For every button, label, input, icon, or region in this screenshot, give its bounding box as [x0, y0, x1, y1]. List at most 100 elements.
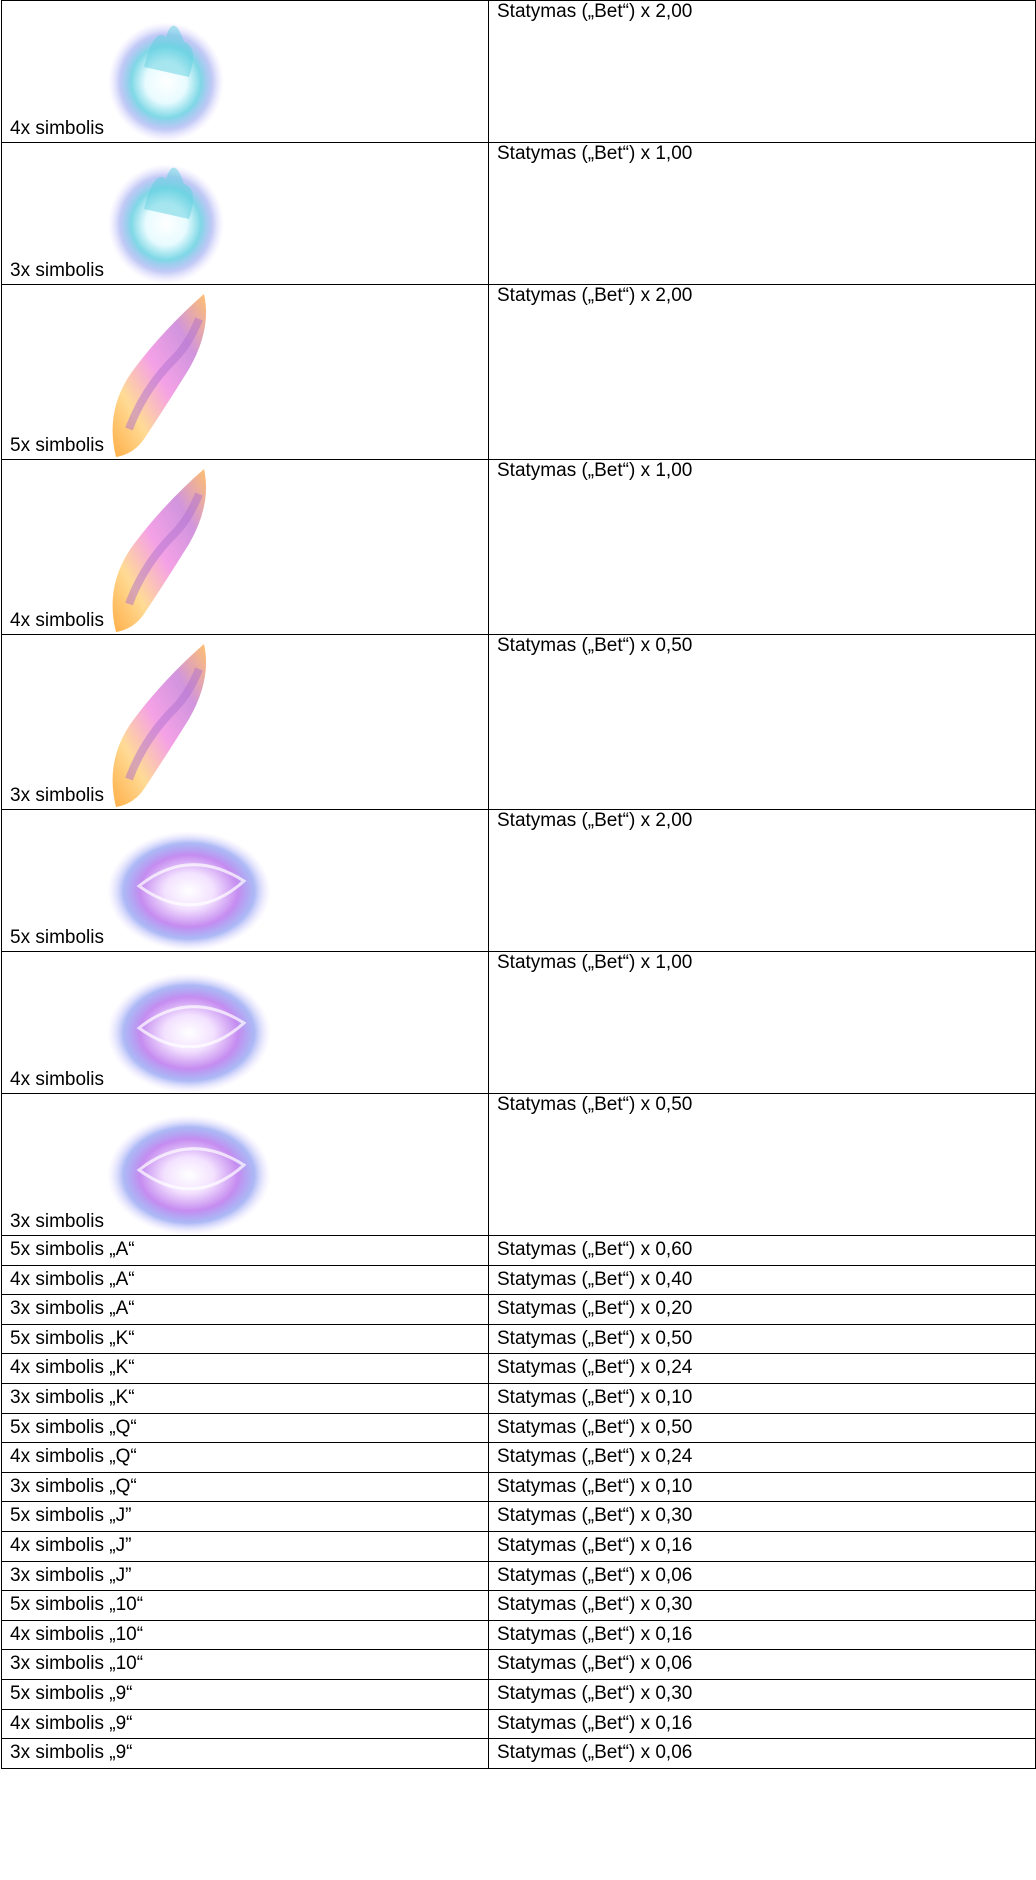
- symbol-icon: [112, 294, 207, 457]
- value-text: Statymas („Bet“) x 0,06: [497, 1742, 693, 1764]
- label-cell: 5x simbolis: [1, 809, 489, 952]
- value-cell: Statymas („Bet“) x 0,24: [488, 1442, 1036, 1473]
- label-text: 4x simbolis „J”: [10, 1534, 132, 1556]
- value-cell: Statymas („Bet“) x 0,10: [488, 1471, 1036, 1503]
- table-row: 5x simbolis „10“ Statymas („Bet“) x 0,30: [1, 1590, 1036, 1621]
- table-row: 4x simbolis Statymas („Bet“) x 1,00: [1, 951, 1036, 1094]
- label-text: 3x simbolis: [10, 260, 104, 281]
- table-row: 5x simbolis Statymas („Bet“) x 2,00: [1, 284, 1036, 460]
- symbol-icon: [106, 1115, 271, 1235]
- label-text: 5x simbolis „J”: [10, 1505, 132, 1527]
- label-cell: 4x simbolis: [1, 459, 489, 635]
- label-cell: 5x simbolis „Q“: [1, 1412, 489, 1444]
- value-cell: Statymas („Bet“) x 0,30: [488, 1501, 1036, 1532]
- label-cell: 4x simbolis „Q“: [1, 1442, 489, 1473]
- table-row: 4x simbolis „K“ Statymas („Bet“) x 0,24: [1, 1353, 1036, 1384]
- label-cell: 3x simbolis „J”: [1, 1560, 489, 1592]
- label-text: 4x simbolis „Q“: [10, 1446, 137, 1468]
- value-text: Statymas („Bet“) x 0,24: [497, 1446, 693, 1468]
- label-text: 4x simbolis „K“: [10, 1357, 135, 1379]
- symbol-icon: [106, 973, 271, 1093]
- value-text: Statymas („Bet“) x 1,00: [497, 952, 693, 973]
- label-text: 3x simbolis „K“: [10, 1386, 135, 1408]
- label-cell: 5x simbolis „K“: [1, 1323, 489, 1355]
- value-cell: Statymas („Bet“) x 0,06: [488, 1738, 1036, 1769]
- value-text: Statymas („Bet“) x 0,16: [497, 1712, 693, 1734]
- value-text: Statymas („Bet“) x 1,00: [497, 460, 693, 481]
- symbol-icon: [112, 469, 207, 632]
- symbol-icon: [107, 164, 224, 284]
- table-row: 3x simbolis „J” Statymas („Bet“) x 0,06: [1, 1560, 1036, 1592]
- value-text: Statymas („Bet“) x 0,10: [497, 1475, 693, 1497]
- label-cell: 5x simbolis: [1, 284, 489, 460]
- value-text: Statymas („Bet“) x 0,40: [497, 1268, 693, 1290]
- value-text: Statymas („Bet“) x 0,16: [497, 1623, 693, 1645]
- value-cell: Statymas („Bet“) x 0,16: [488, 1530, 1036, 1562]
- value-cell: Statymas („Bet“) x 2,00: [488, 809, 1036, 952]
- value-text: Statymas („Bet“) x 0,50: [497, 635, 693, 656]
- label-text: 3x simbolis „A“: [10, 1298, 135, 1320]
- label-text: 3x simbolis: [10, 1211, 104, 1232]
- table-row: 3x simbolis „9“ Statymas („Bet“) x 0,06: [1, 1738, 1036, 1769]
- value-cell: Statymas („Bet“) x 0,16: [488, 1708, 1036, 1740]
- table-row: 5x simbolis „9“ Statymas („Bet“) x 0,30: [1, 1678, 1036, 1710]
- value-cell: Statymas („Bet“) x 0,50: [488, 1093, 1036, 1236]
- label-text: 5x simbolis „K“: [10, 1327, 135, 1349]
- label-cell: 5x simbolis „9“: [1, 1678, 489, 1710]
- value-text: Statymas („Bet“) x 0,50: [497, 1327, 693, 1349]
- value-cell: Statymas („Bet“) x 0,06: [488, 1560, 1036, 1592]
- label-text: 5x simbolis „9“: [10, 1682, 133, 1704]
- value-cell: Statymas („Bet“) x 0,50: [488, 1412, 1036, 1444]
- value-cell: Statymas („Bet“) x 0,50: [488, 634, 1036, 810]
- label-text: 3x simbolis: [10, 785, 104, 806]
- table-row: 3x simbolis „A“ Statymas („Bet“) x 0,20: [1, 1294, 1036, 1325]
- symbol-icon: [107, 22, 224, 142]
- table-row: 3x simbolis „K“ Statymas („Bet“) x 0,10: [1, 1382, 1036, 1414]
- value-text: Statymas („Bet“) x 0,50: [497, 1094, 693, 1115]
- value-text: Statymas („Bet“) x 0,16: [497, 1534, 693, 1556]
- label-cell: 3x simbolis „9“: [1, 1738, 489, 1769]
- value-text: Statymas („Bet“) x 0,06: [497, 1564, 693, 1586]
- table-row: 4x simbolis Statymas („Bet“) x 2,00: [1, 0, 1036, 143]
- value-cell: Statymas („Bet“) x 0,06: [488, 1649, 1036, 1680]
- table-row: 5x simbolis „Q“ Statymas („Bet“) x 0,50: [1, 1412, 1036, 1444]
- label-cell: 4x simbolis „J”: [1, 1530, 489, 1562]
- label-cell: 3x simbolis „A“: [1, 1294, 489, 1325]
- value-text: Statymas („Bet“) x 0,60: [497, 1239, 693, 1260]
- value-cell: Statymas („Bet“) x 1,00: [488, 142, 1036, 285]
- value-cell: Statymas („Bet“) x 1,00: [488, 459, 1036, 635]
- value-cell: Statymas („Bet“) x 0,50: [488, 1323, 1036, 1355]
- label-text: 3x simbolis „10“: [10, 1653, 144, 1675]
- label-text: 5x simbolis „Q“: [10, 1416, 137, 1438]
- table-row: 4x simbolis „9“ Statymas („Bet“) x 0,16: [1, 1708, 1036, 1740]
- table-row: 3x simbolis Statymas („Bet“) x 0,50: [1, 634, 1036, 810]
- label-text: 4x simbolis: [10, 1069, 104, 1090]
- table-row: 4x simbolis „Q“ Statymas („Bet“) x 0,24: [1, 1442, 1036, 1473]
- label-text: 4x simbolis „A“: [10, 1268, 135, 1290]
- label-cell: 4x simbolis „A“: [1, 1264, 489, 1296]
- value-cell: Statymas („Bet“) x 2,00: [488, 0, 1036, 143]
- value-text: Statymas („Bet“) x 0,50: [497, 1416, 693, 1438]
- value-text: Statymas („Bet“) x 0,30: [497, 1505, 693, 1527]
- value-cell: Statymas („Bet“) x 2,00: [488, 284, 1036, 460]
- label-text: 4x simbolis „9“: [10, 1712, 133, 1734]
- table-row: 3x simbolis „10“ Statymas („Bet“) x 0,06: [1, 1649, 1036, 1680]
- value-cell: Statymas („Bet“) x 0,20: [488, 1294, 1036, 1325]
- value-cell: Statymas („Bet“) x 0,10: [488, 1382, 1036, 1414]
- value-cell: Statymas („Bet“) x 0,40: [488, 1264, 1036, 1296]
- table-row: 5x simbolis „A“ Statymas („Bet“) x 0,60: [1, 1235, 1036, 1266]
- symbol-icon: [112, 644, 207, 807]
- value-text: Statymas („Bet“) x 0,06: [497, 1653, 693, 1675]
- value-text: Statymas („Bet“) x 0,20: [497, 1298, 693, 1320]
- label-text: 4x simbolis „10“: [10, 1623, 144, 1645]
- label-cell: 5x simbolis „A“: [1, 1235, 489, 1266]
- label-cell: 4x simbolis „9“: [1, 1708, 489, 1740]
- label-text: 4x simbolis: [10, 118, 104, 139]
- table-row: 3x simbolis „Q“ Statymas („Bet“) x 0,10: [1, 1471, 1036, 1503]
- label-text: 3x simbolis „9“: [10, 1742, 133, 1764]
- value-cell: Statymas („Bet“) x 0,16: [488, 1619, 1036, 1651]
- label-cell: 3x simbolis: [1, 142, 489, 285]
- label-text: 4x simbolis: [10, 610, 104, 631]
- value-cell: Statymas („Bet“) x 1,00: [488, 951, 1036, 1094]
